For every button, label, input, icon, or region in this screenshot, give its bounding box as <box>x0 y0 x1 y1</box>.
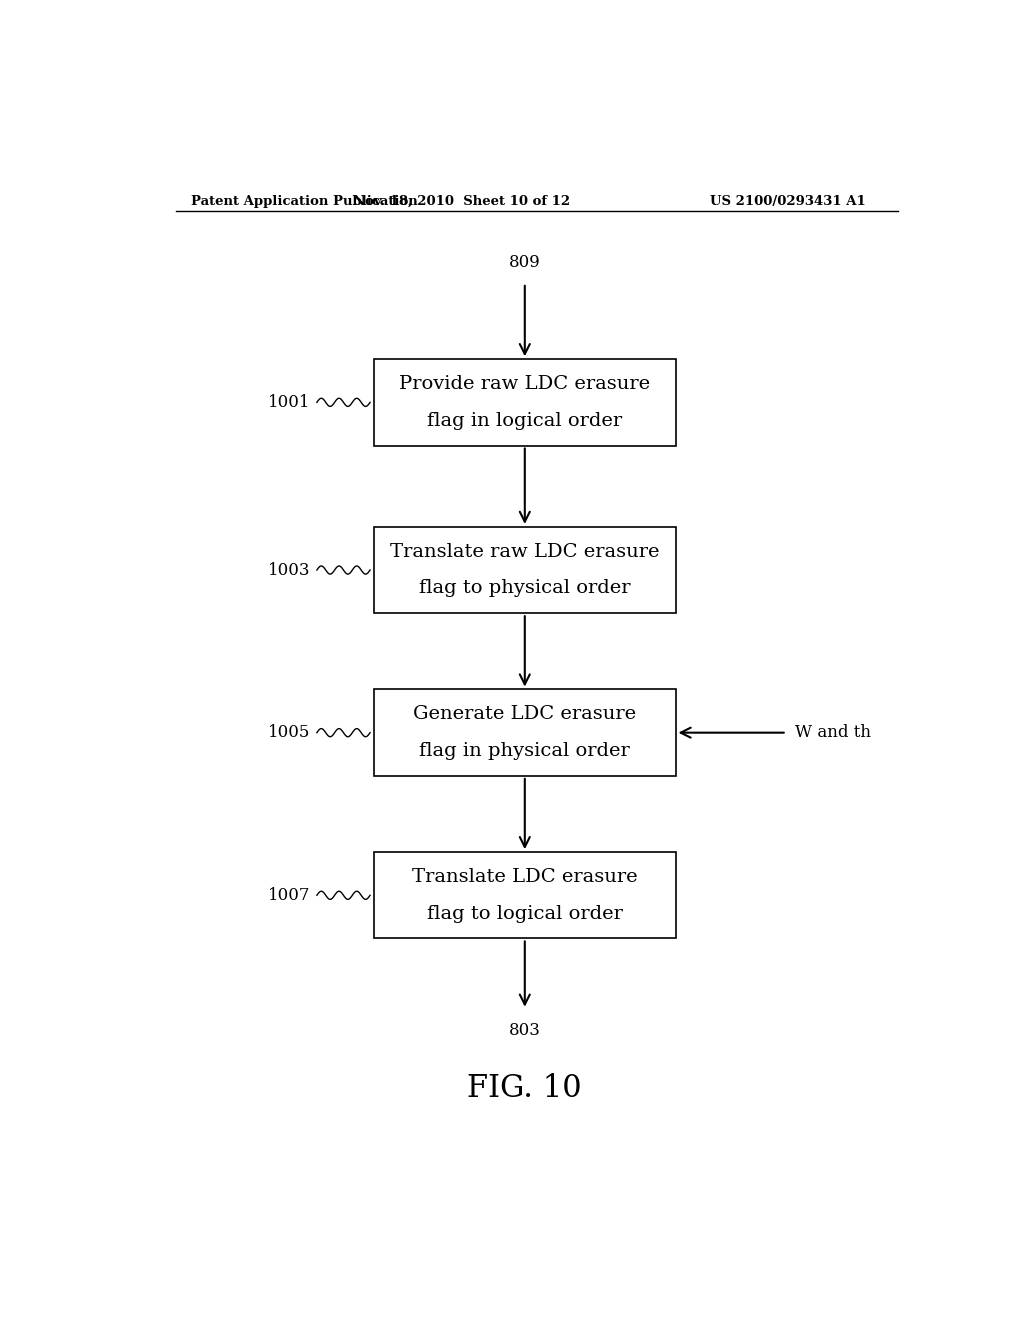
Text: flag to physical order: flag to physical order <box>419 579 631 598</box>
Text: FIG. 10: FIG. 10 <box>468 1073 582 1104</box>
Text: Translate raw LDC erasure: Translate raw LDC erasure <box>390 543 659 561</box>
Text: Generate LDC erasure: Generate LDC erasure <box>414 705 636 723</box>
Text: Patent Application Publication: Patent Application Publication <box>191 194 418 207</box>
Text: Nov. 18, 2010  Sheet 10 of 12: Nov. 18, 2010 Sheet 10 of 12 <box>352 194 570 207</box>
Text: 809: 809 <box>509 253 541 271</box>
Text: 803: 803 <box>509 1022 541 1039</box>
Bar <box>374 359 676 446</box>
Text: 1007: 1007 <box>268 887 310 904</box>
Text: Provide raw LDC erasure: Provide raw LDC erasure <box>399 375 650 393</box>
Text: US 2100/0293431 A1: US 2100/0293431 A1 <box>711 194 866 207</box>
Text: 1005: 1005 <box>268 725 310 741</box>
Text: 1003: 1003 <box>268 561 310 578</box>
Bar <box>374 527 676 614</box>
Text: flag to logical order: flag to logical order <box>427 904 623 923</box>
Text: flag in physical order: flag in physical order <box>420 742 630 760</box>
Text: 1001: 1001 <box>268 393 310 411</box>
Text: W and th: W and th <box>795 725 870 741</box>
Bar <box>374 689 676 776</box>
Text: Translate LDC erasure: Translate LDC erasure <box>412 869 638 886</box>
Text: flag in logical order: flag in logical order <box>427 412 623 429</box>
Bar <box>374 853 676 939</box>
